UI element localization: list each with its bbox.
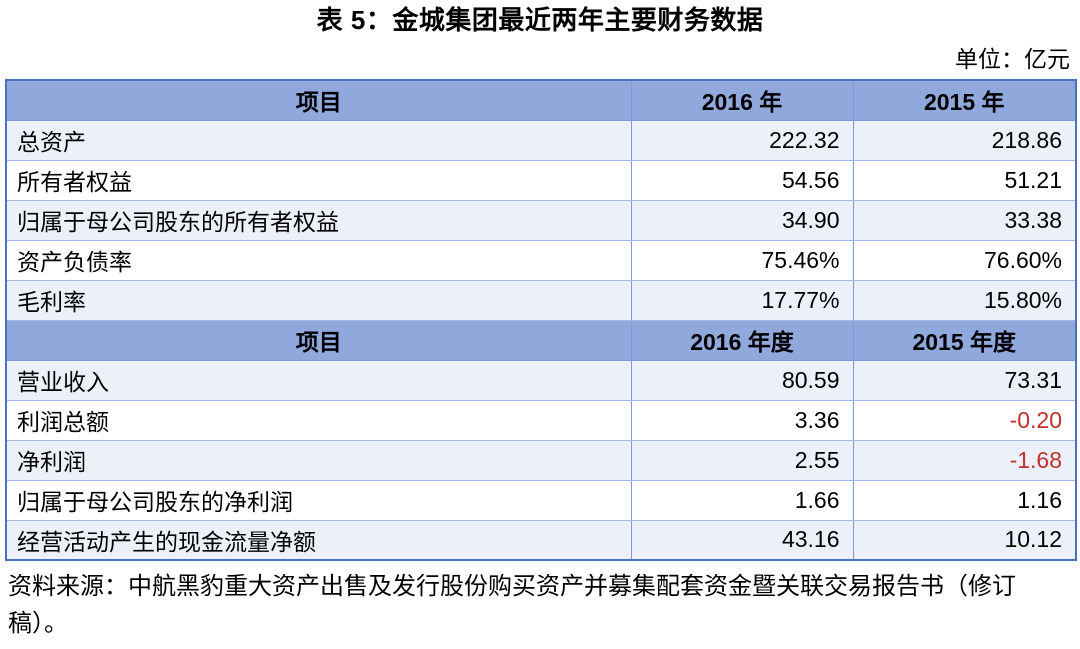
table-row: 经营活动产生的现金流量净额 43.16 10.12 [6,519,1076,561]
row-value-2016: 17.77% [630,279,853,321]
row-value-2016: 2.55 [630,439,853,481]
financial-table-body: 项目 2016 年 2015 年 总资产 222.32 218.86 所有者权益… [6,79,1076,561]
header-col-2016: 2016 年 [630,79,853,121]
row-item-label: 资产负债率 [6,239,631,281]
row-item-label: 净利润 [6,439,631,481]
row-item-label: 归属于母公司股东的净利润 [6,479,631,521]
row-value-2016: 222.32 [630,119,853,161]
row-value-2015: -1.68 [852,439,1076,481]
row-item-label: 经营活动产生的现金流量净额 [6,519,631,561]
row-value-2016: 1.66 [630,479,853,521]
table-row: 营业收入 80.59 73.31 [6,359,1076,401]
header-item-label: 项目 [6,319,631,361]
row-value-2015: 10.12 [852,519,1076,561]
header-col-2015-annual: 2015 年度 [852,319,1076,361]
row-item-label: 所有者权益 [6,159,631,201]
row-value-2015: 73.31 [852,359,1076,401]
table-row: 资产负债率 75.46% 76.60% [6,239,1076,281]
row-value-2015: 15.80% [852,279,1076,321]
table-row: 利润总额 3.36 -0.20 [6,399,1076,441]
row-value-2015: 218.86 [852,119,1076,161]
row-value-2015: 1.16 [852,479,1076,521]
financial-table: 项目 2016 年 2015 年 总资产 222.32 218.86 所有者权益… [5,79,1077,561]
row-item-label: 利润总额 [6,399,631,441]
table-row: 毛利率 17.77% 15.80% [6,279,1076,321]
row-item-label: 营业收入 [6,359,631,401]
row-value-2016: 3.36 [630,399,853,441]
row-item-label: 总资产 [6,119,631,161]
table-row: 所有者权益 54.56 51.21 [6,159,1076,201]
table-header-row-balance: 项目 2016 年 2015 年 [6,79,1076,121]
row-value-2016: 75.46% [630,239,853,281]
header-col-2015: 2015 年 [852,79,1076,121]
table-row: 净利润 2.55 -1.68 [6,439,1076,481]
table-title: 表 5：金城集团最近两年主要财务数据 [316,5,764,35]
row-value-2015: 51.21 [852,159,1076,201]
unit-label: 单位：亿元 [955,46,1070,72]
document-page: 表 5：金城集团最近两年主要财务数据 单位：亿元 项目 2016 年 2015 … [0,5,1080,649]
source-note: 资料来源：中航黑豹重大资产出售及发行股份购买资产并募集配套资金暨关联交易报告书（… [8,573,1016,637]
row-value-2015: 76.60% [852,239,1076,281]
header-col-2016-annual: 2016 年度 [630,319,853,361]
table-header-row-income: 项目 2016 年度 2015 年度 [6,319,1076,361]
row-value-2016: 80.59 [630,359,853,401]
row-value-2015: -0.20 [852,399,1076,441]
row-value-2016: 34.90 [630,199,853,241]
header-item-label: 项目 [6,79,631,121]
row-value-2016: 43.16 [630,519,853,561]
table-row: 总资产 222.32 218.86 [6,119,1076,161]
row-value-2016: 54.56 [630,159,853,201]
table-row: 归属于母公司股东的净利润 1.66 1.16 [6,479,1076,521]
row-item-label: 归属于母公司股东的所有者权益 [6,199,631,241]
row-item-label: 毛利率 [6,279,631,321]
row-value-2015: 33.38 [852,199,1076,241]
table-row: 归属于母公司股东的所有者权益 34.90 33.38 [6,199,1076,241]
